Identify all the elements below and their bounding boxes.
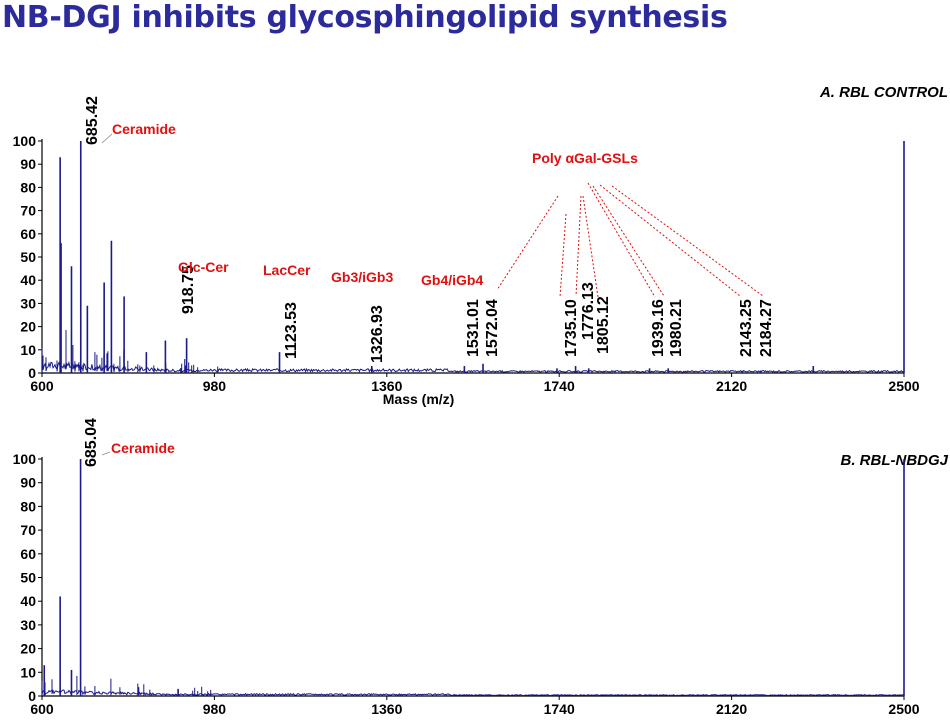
y-tick-label: 100 xyxy=(13,133,37,149)
peak-label: 1776.13 xyxy=(580,282,597,340)
x-axis-label: Mass (m/z) xyxy=(383,391,455,407)
poly-gsl-connector xyxy=(575,195,582,297)
ceramide-leader xyxy=(101,451,111,456)
x-tick-label: 980 xyxy=(203,701,227,717)
peak-label: 685.42 xyxy=(84,96,101,145)
poly-gsl-connector xyxy=(592,185,665,297)
panel-b-rbl-nbdgj: B. RBL-NBDGJ 0 10 20 30 40 50 60 70 80 90 100 600 980… xyxy=(13,418,949,717)
spectrum-noise-trace xyxy=(41,330,905,374)
poly-gsl-connector xyxy=(611,185,764,297)
ceramide-leader xyxy=(101,133,113,144)
poly-gsl-connector xyxy=(582,195,599,298)
slide-title: NB-DGJ inhibits glycosphingolipid synthe… xyxy=(2,0,728,35)
peak-label: 1939.16 xyxy=(650,299,667,357)
annotation-label: Ceramide xyxy=(112,121,176,137)
y-tick-label: 40 xyxy=(20,593,36,609)
panel-title: B. RBL-NBDGJ xyxy=(841,452,949,469)
y-tick-label: 70 xyxy=(20,203,36,219)
x-tick-label: 2500 xyxy=(888,701,919,717)
y-tick-label: 0 xyxy=(28,365,36,381)
x-tick-label: 1360 xyxy=(371,701,402,717)
x-tick-label: 1740 xyxy=(544,378,575,394)
peak-label: 1980.21 xyxy=(668,299,685,357)
poly-gsl-connector xyxy=(599,184,741,297)
poly-gsl-connector xyxy=(559,213,567,298)
y-tick-label: 50 xyxy=(20,249,36,265)
panel-title: A. RBL CONTROL xyxy=(819,84,948,101)
peak-label: 1531.01 xyxy=(465,299,482,357)
peak-label: 685.04 xyxy=(83,418,100,467)
y-tick-label: 70 xyxy=(20,522,36,538)
peak-label: 1123.53 xyxy=(283,302,300,359)
x-tick-label: 2120 xyxy=(716,378,747,394)
y-tick-label: 50 xyxy=(20,570,36,586)
y-tick-label: 80 xyxy=(20,498,36,514)
x-tick-label: 1360 xyxy=(371,378,402,394)
annotation-label: Gb4/iGb4 xyxy=(421,272,483,288)
peak-label: 1326.93 xyxy=(369,305,386,363)
x-tick-label: 2120 xyxy=(716,701,747,717)
peak-label: 2184.27 xyxy=(758,299,775,357)
y-tick-label: 30 xyxy=(20,295,36,311)
peak-label: 1735.10 xyxy=(563,299,580,357)
y-tick-label: 40 xyxy=(20,272,36,288)
annotation-label: Gb3/iGb3 xyxy=(331,269,393,285)
x-tick-label: 2500 xyxy=(888,378,919,394)
x-tick-label: 600 xyxy=(30,378,54,394)
peak-label: 2143.25 xyxy=(738,299,755,357)
y-tick-label: 0 xyxy=(28,688,36,704)
y-tick-label: 60 xyxy=(20,546,36,562)
x-tick-label: 980 xyxy=(203,378,227,394)
x-tick-label: 600 xyxy=(30,701,54,717)
y-tick-label: 100 xyxy=(13,451,37,467)
annotation-label: LacCer xyxy=(263,262,311,278)
peak-label: 1572.04 xyxy=(484,299,501,357)
panel-a-rbl-control: A. RBL CONTROL 0 10 20 30 40 50 60 70 80 90 100 600 9… xyxy=(13,84,948,407)
y-tick-label: 90 xyxy=(20,475,36,491)
y-tick-label: 20 xyxy=(20,641,36,657)
annotation-label: Glc-Cer xyxy=(178,259,229,275)
annotation-label: Ceramide xyxy=(111,440,175,456)
y-tick-label: 60 xyxy=(20,226,36,242)
x-tick-label: 1740 xyxy=(544,701,575,717)
poly-gsl-connector xyxy=(587,182,656,298)
poly-gsl-connector xyxy=(496,195,559,291)
peak-label: 1805.12 xyxy=(595,296,612,354)
y-tick-label: 80 xyxy=(20,179,36,195)
peak-label: 918.75 xyxy=(180,265,197,314)
annotation-label: Poly αGal-GSLs xyxy=(532,150,638,166)
y-tick-label: 90 xyxy=(20,156,36,172)
y-tick-label: 20 xyxy=(20,319,36,335)
y-tick-label: 30 xyxy=(20,617,36,633)
y-tick-label: 10 xyxy=(20,342,36,358)
y-tick-label: 10 xyxy=(20,664,36,680)
spectrum-noise-trace xyxy=(41,675,905,698)
